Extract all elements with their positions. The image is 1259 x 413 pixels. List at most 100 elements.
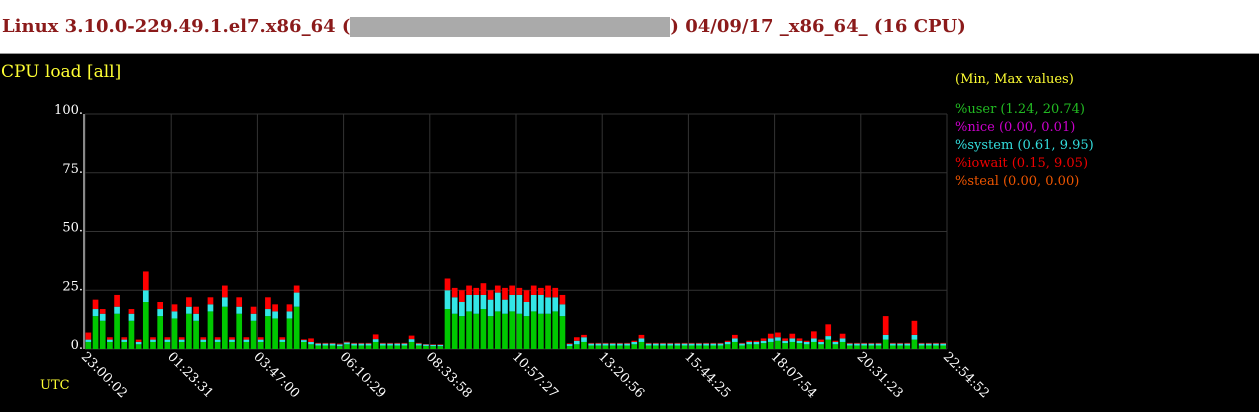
- bar-segment: [279, 339, 286, 342]
- bar-segment: [502, 287, 508, 300]
- bar-segment: [243, 339, 250, 342]
- bar-segment: [818, 341, 824, 345]
- bar-segment: [904, 343, 911, 346]
- bar-segment: [595, 345, 602, 349]
- bar-segment: [135, 344, 142, 349]
- bar-segment: [207, 311, 214, 349]
- bar-segment: [868, 343, 875, 346]
- bar-segment: [674, 343, 681, 346]
- bar-segment: [128, 320, 135, 349]
- bar-segment: [200, 339, 207, 342]
- bar-segment: [609, 345, 616, 349]
- bar-segment: [265, 309, 271, 317]
- bar-segment: [121, 339, 128, 342]
- bar-segment: [394, 343, 401, 346]
- bar-segment: [394, 345, 401, 349]
- bar-segment: [358, 343, 365, 346]
- bar-segment: [437, 344, 444, 347]
- bar-segment: [459, 316, 465, 349]
- bar-segment: [214, 337, 221, 340]
- bar-segment: [846, 345, 853, 349]
- y-tick-label: 100.: [54, 103, 83, 118]
- bar-segment: [602, 345, 609, 349]
- x-tick-label: 08:33:58: [423, 349, 475, 401]
- bar-segment: [710, 345, 717, 349]
- bar-segment: [344, 344, 350, 349]
- bar-segment: [732, 341, 738, 349]
- bar-segment: [466, 294, 472, 312]
- bar-segment: [293, 292, 300, 307]
- bar-segment: [588, 345, 595, 349]
- bar-segment: [272, 304, 278, 312]
- bar-segment: [336, 343, 343, 345]
- bar-segment: [717, 345, 724, 349]
- bar-segment: [114, 306, 120, 314]
- bar-segment: [688, 342, 695, 344]
- bar-segment: [322, 345, 329, 349]
- bar-segment: [703, 343, 709, 346]
- bar-segment: [516, 294, 523, 314]
- bar-segment: [803, 341, 810, 345]
- bar-segment: [573, 340, 580, 345]
- bar-segment: [509, 311, 515, 349]
- bar-segment: [322, 342, 329, 344]
- bar-segment: [875, 343, 882, 346]
- bar-segment: [107, 337, 113, 340]
- bar-segment: [408, 341, 415, 349]
- bar-segment: [818, 339, 824, 342]
- bar-segment: [207, 304, 214, 312]
- bar-segment: [523, 290, 530, 302]
- bar-segment: [480, 294, 487, 310]
- bar-segment: [588, 342, 595, 344]
- bar-segment: [832, 340, 839, 342]
- bar-segment: [545, 297, 551, 314]
- bar-segment: [688, 343, 695, 346]
- bar-segment: [193, 306, 199, 314]
- bar-segment: [775, 332, 781, 338]
- bar-segment: [415, 342, 422, 344]
- bar-segment: [408, 339, 415, 342]
- bar-segment: [85, 332, 92, 340]
- bar-segment: [186, 297, 192, 307]
- bar-segment: [329, 345, 336, 349]
- bar-segment: [746, 341, 753, 345]
- x-tick-label: 15:44:25: [681, 349, 733, 401]
- x-tick-label: 23:00:02: [78, 349, 130, 401]
- bar-segment: [372, 339, 379, 342]
- bar-segment: [861, 343, 867, 346]
- bar-segment: [552, 311, 559, 349]
- bar-segment: [107, 341, 113, 349]
- bar-segment: [114, 313, 120, 349]
- bar-segment: [193, 320, 199, 349]
- bar-segment: [344, 342, 350, 345]
- bar-segment: [92, 309, 99, 317]
- bar-segment: [265, 297, 271, 310]
- legend-entry: %iowait (0.15, 9.05): [955, 156, 1088, 171]
- bar-segment: [178, 341, 185, 349]
- bar-segment: [911, 339, 918, 349]
- bar-segment: [415, 343, 422, 346]
- bar-segment: [753, 341, 760, 345]
- bar-segment: [135, 339, 142, 342]
- bar-segment: [782, 338, 788, 341]
- bar-segment: [882, 339, 889, 349]
- bar-segment: [164, 339, 171, 342]
- bar-segment: [444, 278, 451, 291]
- bar-segment: [631, 340, 638, 342]
- bar-segment: [272, 318, 278, 349]
- bar-segment: [724, 341, 731, 345]
- bar-segment: [308, 341, 314, 345]
- bar-segment: [839, 333, 846, 339]
- y-tick-label: 25.: [62, 279, 83, 294]
- bar-segment: [897, 345, 903, 349]
- bar-segment: [394, 342, 401, 344]
- bar-segment: [868, 345, 875, 349]
- bar-segment: [645, 342, 652, 344]
- bar-segment: [85, 341, 92, 349]
- bar-segment: [293, 285, 300, 293]
- bar-segment: [767, 341, 774, 349]
- bar-segment: [588, 343, 595, 346]
- bar-segment: [789, 333, 796, 339]
- bar-segment: [760, 338, 767, 341]
- bar-segment: [178, 339, 185, 342]
